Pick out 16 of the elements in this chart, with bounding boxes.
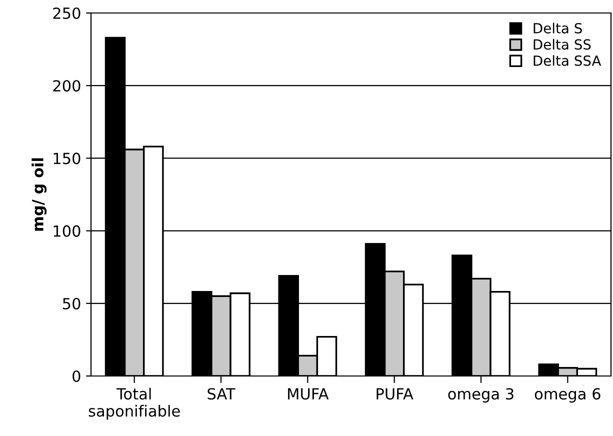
y-tick-label: 150 xyxy=(54,152,80,164)
y-tick-label: 50 xyxy=(63,298,80,310)
y-tick-label: 250 xyxy=(53,7,80,20)
x-tick-label: SAT xyxy=(208,388,236,400)
y-tick-label: 200 xyxy=(53,80,80,92)
legend-label: Delta S xyxy=(534,22,582,34)
x-tick-label: PUFA xyxy=(376,388,414,400)
x-tick-label: Total saponifiable xyxy=(88,388,180,420)
x-tick-label: omega 6 xyxy=(534,388,600,403)
x-tick-label: MUFA xyxy=(288,388,329,400)
y-axis-title: mg/ g oil xyxy=(32,158,47,231)
x-tick-label: omega 3 xyxy=(448,388,514,403)
legend-label: Delta SSA xyxy=(534,55,602,66)
legend-label: Delta SS xyxy=(534,38,591,50)
y-tick-label: 100 xyxy=(54,225,80,237)
y-tick-label: 0 xyxy=(72,370,80,382)
